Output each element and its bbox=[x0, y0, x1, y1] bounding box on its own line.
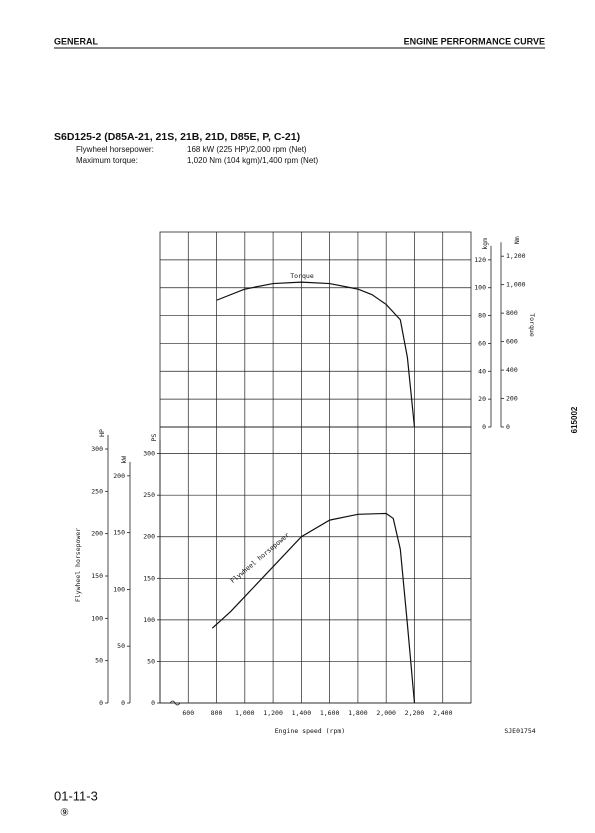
spec-label: Flywheel horsepower: bbox=[76, 145, 154, 154]
curve bbox=[211, 512, 416, 704]
y-tick-label: 0 bbox=[121, 699, 125, 707]
x-tick-label: 1,600 bbox=[320, 709, 340, 717]
y-tick-label: 1,000 bbox=[506, 281, 526, 289]
side-code: 615002 bbox=[570, 406, 579, 433]
figure-code: SJE01754 bbox=[504, 727, 535, 735]
x-axis-title: Engine speed (rpm) bbox=[275, 727, 345, 735]
y-tick-label: 60 bbox=[478, 339, 486, 347]
model-title: S6D125-2 (D85A-21, 21S, 21B, 21D, D85E, … bbox=[54, 131, 300, 143]
header-left: GENERAL bbox=[54, 36, 99, 46]
y-tick-label: 20 bbox=[478, 395, 486, 403]
y-tick-label: 50 bbox=[95, 657, 103, 665]
x-tick-label: 2,200 bbox=[405, 709, 425, 717]
curve bbox=[216, 281, 416, 428]
x-tick-label: 2,000 bbox=[376, 709, 396, 717]
axis-unit: kW bbox=[120, 456, 128, 464]
y-tick-label: 150 bbox=[143, 574, 155, 582]
revision-mark: ⑨ bbox=[60, 808, 69, 819]
y-tick-label: 100 bbox=[113, 585, 125, 593]
axis-title: Flywheel horsepower bbox=[74, 528, 82, 602]
y-tick-label: 100 bbox=[143, 616, 155, 624]
y-tick-label: 50 bbox=[117, 642, 125, 650]
page-number: 01-11-3 bbox=[54, 788, 98, 803]
x-tick-label: 600 bbox=[182, 709, 194, 717]
y-tick-label: 250 bbox=[91, 487, 103, 495]
y-tick-label: 80 bbox=[478, 312, 486, 320]
y-tick-label: 0 bbox=[99, 699, 103, 707]
x-tick-label: 1,800 bbox=[348, 709, 368, 717]
spec-value: 168 kW (225 HP)/2,000 rpm (Net) bbox=[187, 145, 307, 154]
y-tick-label: 300 bbox=[91, 445, 103, 453]
y-tick-label: 800 bbox=[506, 309, 518, 317]
y-tick-label: 200 bbox=[113, 472, 125, 480]
y-tick-label: 200 bbox=[143, 533, 155, 541]
y-tick-label: 300 bbox=[143, 450, 155, 458]
axis-unit: HP bbox=[98, 429, 106, 437]
y-tick-label: 400 bbox=[506, 366, 518, 374]
x-tick-label: 2,400 bbox=[433, 709, 453, 717]
x-tick-label: 1,200 bbox=[263, 709, 283, 717]
spec-label: Maximum torque: bbox=[76, 156, 138, 165]
spec-value: 1,020 Nm (104 kgm)/1,400 rpm (Net) bbox=[187, 156, 318, 165]
y-tick-label: 150 bbox=[113, 529, 125, 537]
y-tick-label: 100 bbox=[474, 284, 486, 292]
y-tick-label: 100 bbox=[91, 614, 103, 622]
axis-unit: PS bbox=[150, 434, 158, 442]
plot-frame bbox=[159, 231, 472, 428]
axis-unit: kgm bbox=[481, 238, 489, 250]
y-tick-label: 200 bbox=[506, 395, 518, 403]
y-tick-label: 120 bbox=[474, 256, 486, 264]
series-label: Torque bbox=[290, 272, 314, 280]
y-tick-label: 150 bbox=[91, 572, 103, 580]
x-tick-label: 800 bbox=[211, 709, 223, 717]
x-tick-label: 1,000 bbox=[235, 709, 255, 717]
axis-unit: Nm bbox=[513, 236, 521, 244]
y-tick-label: 600 bbox=[506, 338, 518, 346]
y-tick-label: 0 bbox=[151, 699, 155, 707]
y-tick-label: 40 bbox=[478, 367, 486, 375]
x-tick-label: 1,400 bbox=[292, 709, 312, 717]
y-tick-label: 50 bbox=[147, 657, 155, 665]
axis-title: Torque bbox=[528, 313, 536, 337]
y-tick-label: 0 bbox=[482, 423, 486, 431]
y-tick-label: 200 bbox=[91, 530, 103, 538]
header-right: ENGINE PERFORMANCE CURVE bbox=[404, 36, 545, 46]
y-tick-label: 1,200 bbox=[506, 252, 526, 260]
y-tick-label: 0 bbox=[506, 423, 510, 431]
y-tick-label: 250 bbox=[143, 491, 155, 499]
